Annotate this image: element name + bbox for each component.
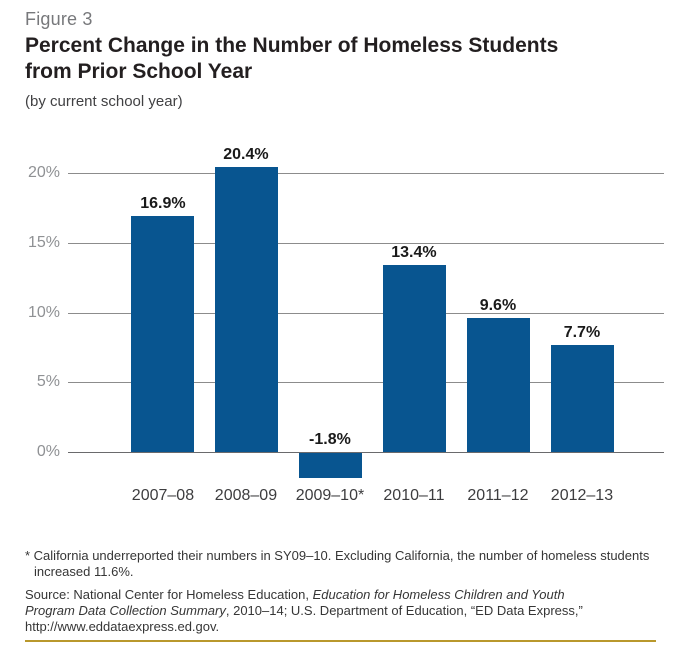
bar-value-label: -1.8% [309, 431, 351, 448]
bar [467, 318, 530, 452]
bar-value-label: 13.4% [391, 244, 437, 261]
bar [551, 345, 614, 452]
x-axis-tick-label: 2008–09 [214, 487, 278, 504]
bar-chart: 0% 5% 10% 15% 20% 16.9% 2007–08 20.4% 2008–09 -1.… [0, 140, 679, 520]
source-note: Source: National Center for Homeless Edu… [25, 587, 617, 635]
gridline [68, 242, 664, 244]
x-axis-tick-label: 2010–11 [383, 487, 445, 504]
y-axis-tick-label: 10% [27, 303, 60, 321]
bar [299, 453, 362, 478]
bar-value-label: 7.7% [563, 324, 601, 341]
x-axis-tick-label: 2011–12 [467, 487, 529, 504]
footnote-asterisk: * California underreported their numbers… [25, 548, 650, 579]
gridline [68, 382, 664, 384]
figure-label: Figure 3 [25, 9, 93, 29]
bar [131, 216, 194, 452]
y-axis-tick-label: 20% [27, 164, 60, 181]
page-title-line2: from Prior School Year [25, 60, 253, 83]
bar [383, 265, 446, 452]
y-axis-tick-label: 0% [36, 443, 60, 460]
source-text-regular-2: , 2010–14; U.S. Department of Education,… [25, 603, 583, 634]
source-text-regular: Source: National Center for Homeless Edu… [25, 587, 313, 602]
x-axis-tick-label: 2007–08 [131, 487, 195, 504]
bar-value-label: 20.4% [223, 146, 269, 163]
bar-value-label: 9.6% [479, 297, 517, 314]
bar [215, 167, 278, 452]
chart-subtitle: (by current school year) [25, 93, 183, 110]
gridline [68, 312, 664, 314]
page-title-line1: Percent Change in the Number of Homeless… [25, 34, 559, 57]
x-axis-tick-label: 2012–13 [550, 487, 614, 504]
y-axis-tick-label: 5% [36, 373, 60, 391]
bottom-divider [25, 640, 656, 642]
bar-value-label: 16.9% [140, 195, 186, 212]
page-title: Percent Change in the Number of Homeless… [25, 33, 558, 85]
gridline [68, 173, 664, 174]
x-axis-zero-line [68, 452, 664, 453]
y-axis-tick-label: 15% [27, 233, 60, 251]
source-text-italic: Education for Homeless Children and Yout… [25, 587, 565, 618]
x-axis-tick-label: 2009–10* [295, 487, 365, 504]
